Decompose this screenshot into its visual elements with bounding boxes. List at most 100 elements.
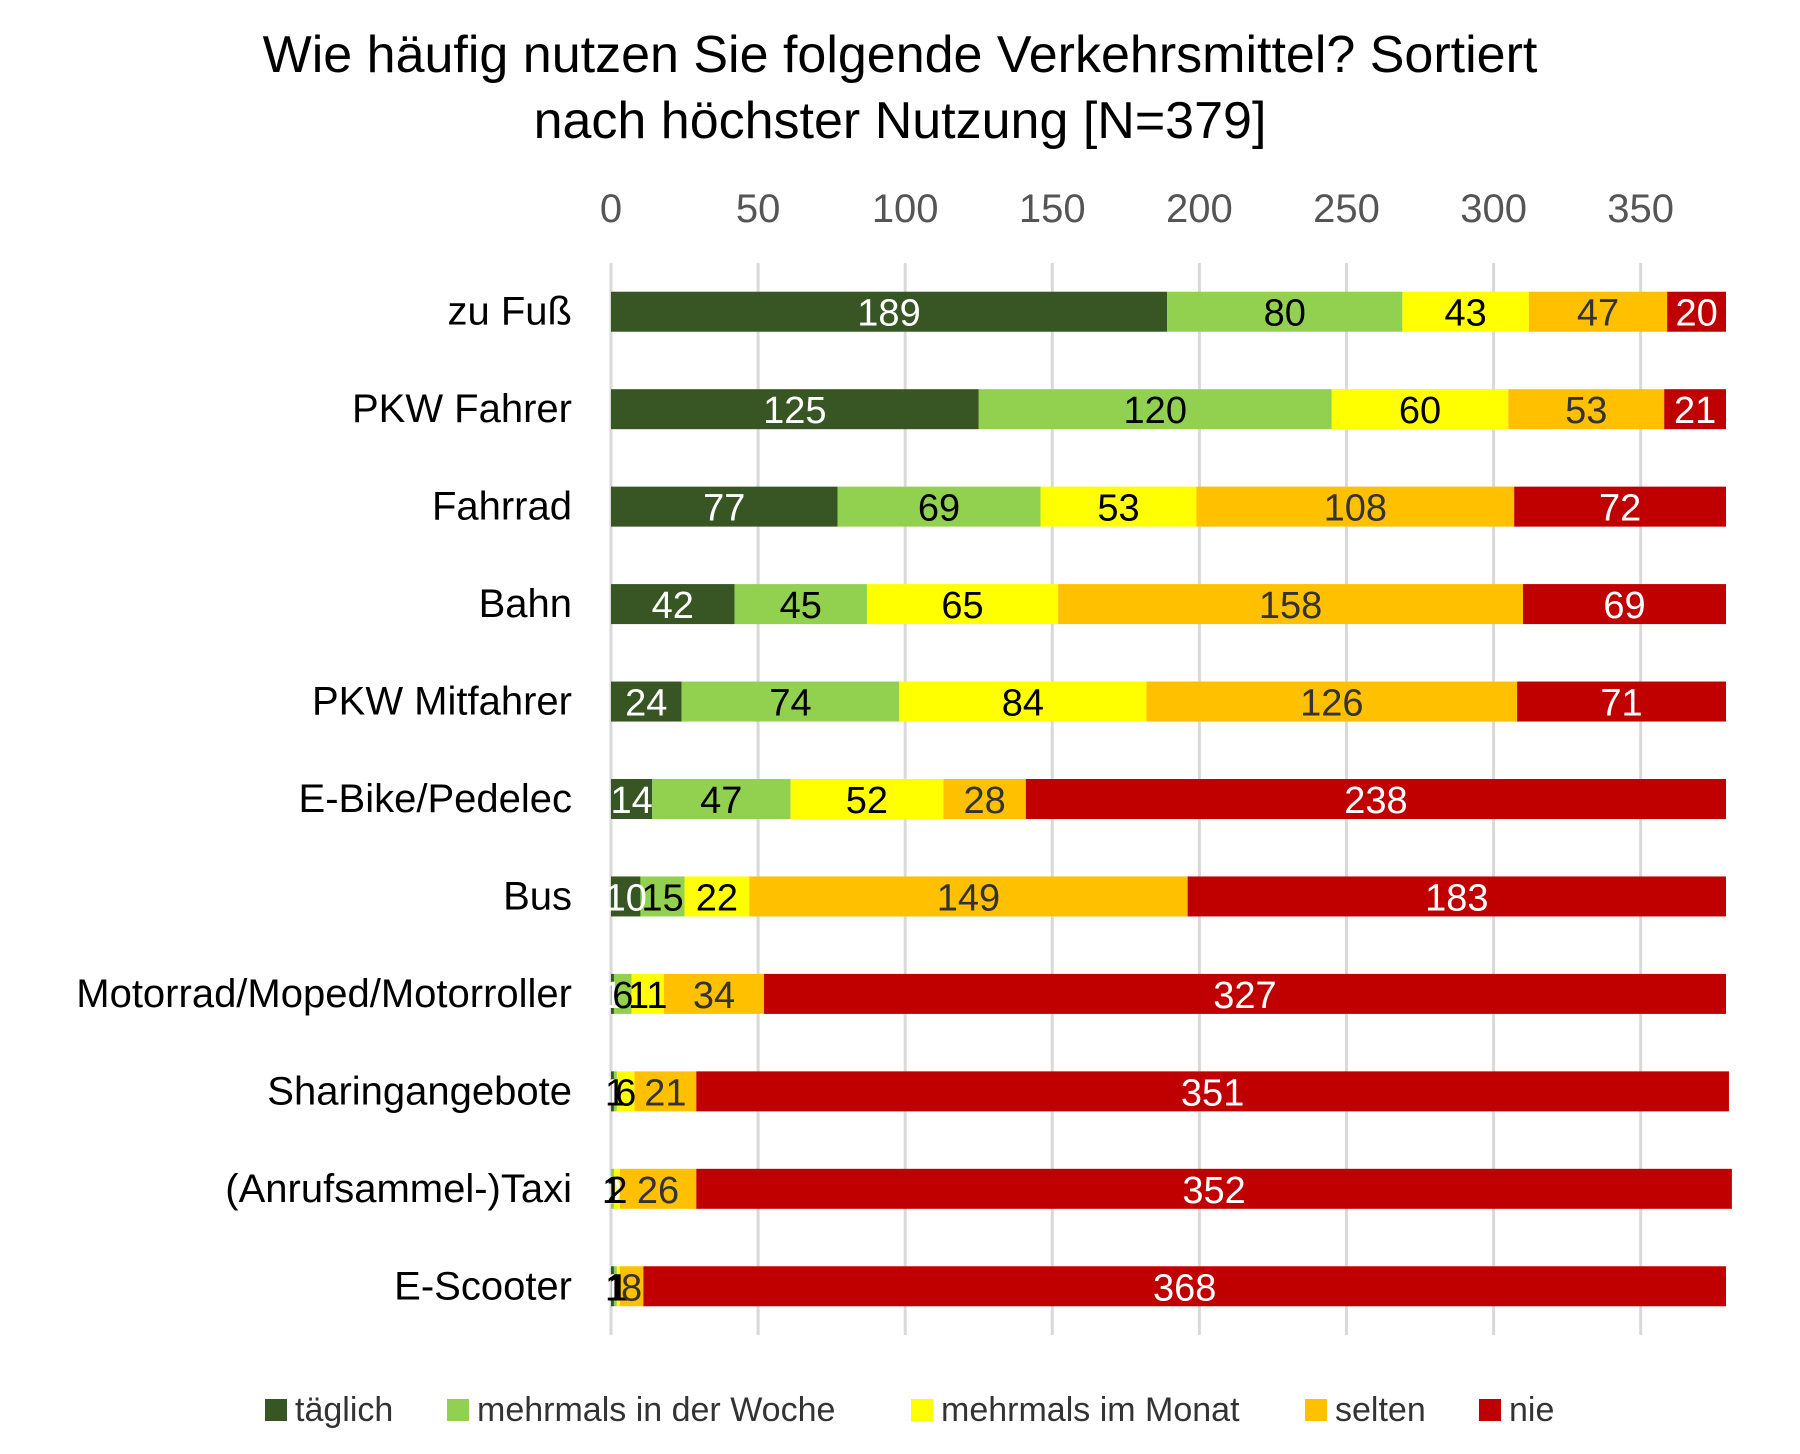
data-label: 108 bbox=[1324, 488, 1387, 530]
x-axis-ticks: 0 50 100 150 200 250 300 350 bbox=[600, 187, 1674, 231]
data-label: 120 bbox=[1124, 390, 1187, 432]
bar-segment bbox=[611, 1168, 614, 1209]
bar-segment bbox=[1402, 291, 1529, 332]
bar-segment bbox=[640, 876, 685, 917]
bar-segment bbox=[643, 1266, 1726, 1307]
category-labels: zu Fuß PKW Fahrer Fahrrad Bahn PKW Mitfahrer… bbox=[76, 290, 572, 1309]
data-label: 368 bbox=[1153, 1267, 1216, 1309]
bar-segment bbox=[734, 584, 867, 625]
legend-label: selten bbox=[1335, 1391, 1426, 1429]
bar-segment bbox=[613, 973, 632, 1014]
data-label: 34 bbox=[693, 975, 735, 1017]
bar-segment bbox=[611, 584, 735, 625]
legend-swatch bbox=[1479, 1399, 1501, 1421]
data-label: 20 bbox=[1675, 293, 1717, 335]
bar-segment bbox=[1331, 389, 1509, 430]
data-label: 351 bbox=[1181, 1072, 1244, 1114]
bar-segment bbox=[899, 681, 1147, 722]
bar-segment bbox=[1528, 291, 1668, 332]
bar-segment bbox=[616, 1266, 620, 1307]
category-label: Bahn bbox=[479, 582, 572, 626]
category-label: PKW Fahrer bbox=[352, 387, 572, 431]
legend-swatch bbox=[1305, 1399, 1327, 1421]
bar-segment bbox=[1025, 779, 1726, 819]
data-label: 1 bbox=[605, 1267, 626, 1309]
bar-segment bbox=[611, 1266, 614, 1307]
data-label: 6 bbox=[615, 1072, 636, 1114]
legend-label: mehrmals im Monat bbox=[941, 1391, 1240, 1429]
data-label: 69 bbox=[1603, 585, 1645, 627]
data-label: 74 bbox=[769, 683, 811, 725]
bar-segment bbox=[631, 973, 664, 1014]
bar-segment bbox=[1196, 486, 1515, 527]
x-tick-label: 350 bbox=[1607, 187, 1674, 231]
data-label: 71 bbox=[1600, 683, 1642, 725]
x-tick-label: 300 bbox=[1460, 187, 1527, 231]
data-label: 53 bbox=[1097, 488, 1139, 530]
bar-segment bbox=[613, 1071, 617, 1112]
legend-swatch bbox=[265, 1399, 287, 1421]
chart-title-line-1: Wie häufig nutzen Sie folgende Verkehrsm… bbox=[263, 26, 1538, 84]
x-tick-label: 0 bbox=[600, 187, 622, 231]
bar-segment bbox=[696, 1168, 1732, 1209]
legend-swatch bbox=[911, 1399, 933, 1421]
category-label: Fahrrad bbox=[432, 485, 572, 529]
bar-segment bbox=[1514, 486, 1726, 527]
bar-segment bbox=[613, 1266, 617, 1307]
data-label: 42 bbox=[652, 585, 694, 627]
bar-segment bbox=[611, 973, 614, 1014]
bar-segment bbox=[1523, 584, 1726, 625]
bar-segment bbox=[1187, 876, 1726, 917]
data-label: 65 bbox=[941, 585, 983, 627]
data-label: 11 bbox=[628, 975, 667, 1017]
bar-segment bbox=[611, 291, 1168, 332]
bar-segment bbox=[1167, 291, 1403, 332]
data-label: 126 bbox=[1300, 683, 1363, 725]
bar-segment bbox=[684, 876, 750, 917]
x-tick-label: 200 bbox=[1166, 187, 1233, 231]
data-label: 1 bbox=[602, 975, 623, 1017]
data-label: 0 bbox=[600, 1170, 621, 1212]
data-label: 47 bbox=[1577, 293, 1619, 335]
data-label: 183 bbox=[1425, 877, 1488, 919]
data-label: 72 bbox=[1599, 488, 1641, 530]
bar-segment bbox=[663, 973, 764, 1014]
data-label: 21 bbox=[644, 1072, 686, 1114]
bar-segment bbox=[1058, 584, 1524, 625]
data-label: 1 bbox=[605, 1072, 626, 1114]
bar-segment bbox=[1040, 486, 1197, 527]
bar-segment bbox=[866, 584, 1059, 625]
bar-segment bbox=[978, 389, 1332, 430]
bars bbox=[611, 291, 1732, 1307]
bar-segment bbox=[1667, 291, 1726, 332]
category-label: PKW Mitfahrer bbox=[312, 680, 572, 724]
data-label: 1 bbox=[602, 1170, 623, 1212]
bar-segment bbox=[611, 389, 979, 430]
data-label: 22 bbox=[696, 877, 738, 919]
data-label: 1 bbox=[608, 1267, 629, 1309]
data-label: 47 bbox=[700, 780, 742, 822]
data-label: 77 bbox=[703, 488, 745, 530]
bar-segment bbox=[1664, 389, 1726, 430]
bar-segment bbox=[681, 681, 900, 722]
x-tick-label: 50 bbox=[736, 187, 781, 231]
data-label: 52 bbox=[846, 780, 888, 822]
data-label: 21 bbox=[1674, 390, 1716, 432]
category-label: Bus bbox=[503, 874, 572, 918]
category-label: Motorrad/Moped/Motorroller bbox=[76, 972, 572, 1016]
bar-segment bbox=[749, 876, 1188, 917]
category-label: E-Bike/Pedelec bbox=[299, 777, 572, 821]
data-label: 69 bbox=[918, 488, 960, 530]
category-label: (Anrufsammel-)Taxi bbox=[225, 1167, 572, 1211]
x-tick-label: 150 bbox=[1019, 187, 1086, 231]
bar-segment bbox=[616, 1071, 635, 1112]
legend-label: mehrmals in der Woche bbox=[477, 1391, 835, 1429]
data-label: 2 bbox=[606, 1170, 627, 1212]
data-label: 6 bbox=[612, 975, 633, 1017]
bar-segment bbox=[611, 486, 838, 527]
bar-segment bbox=[652, 779, 791, 819]
category-label: zu Fuß bbox=[448, 290, 572, 334]
bar-segment bbox=[1508, 389, 1665, 430]
